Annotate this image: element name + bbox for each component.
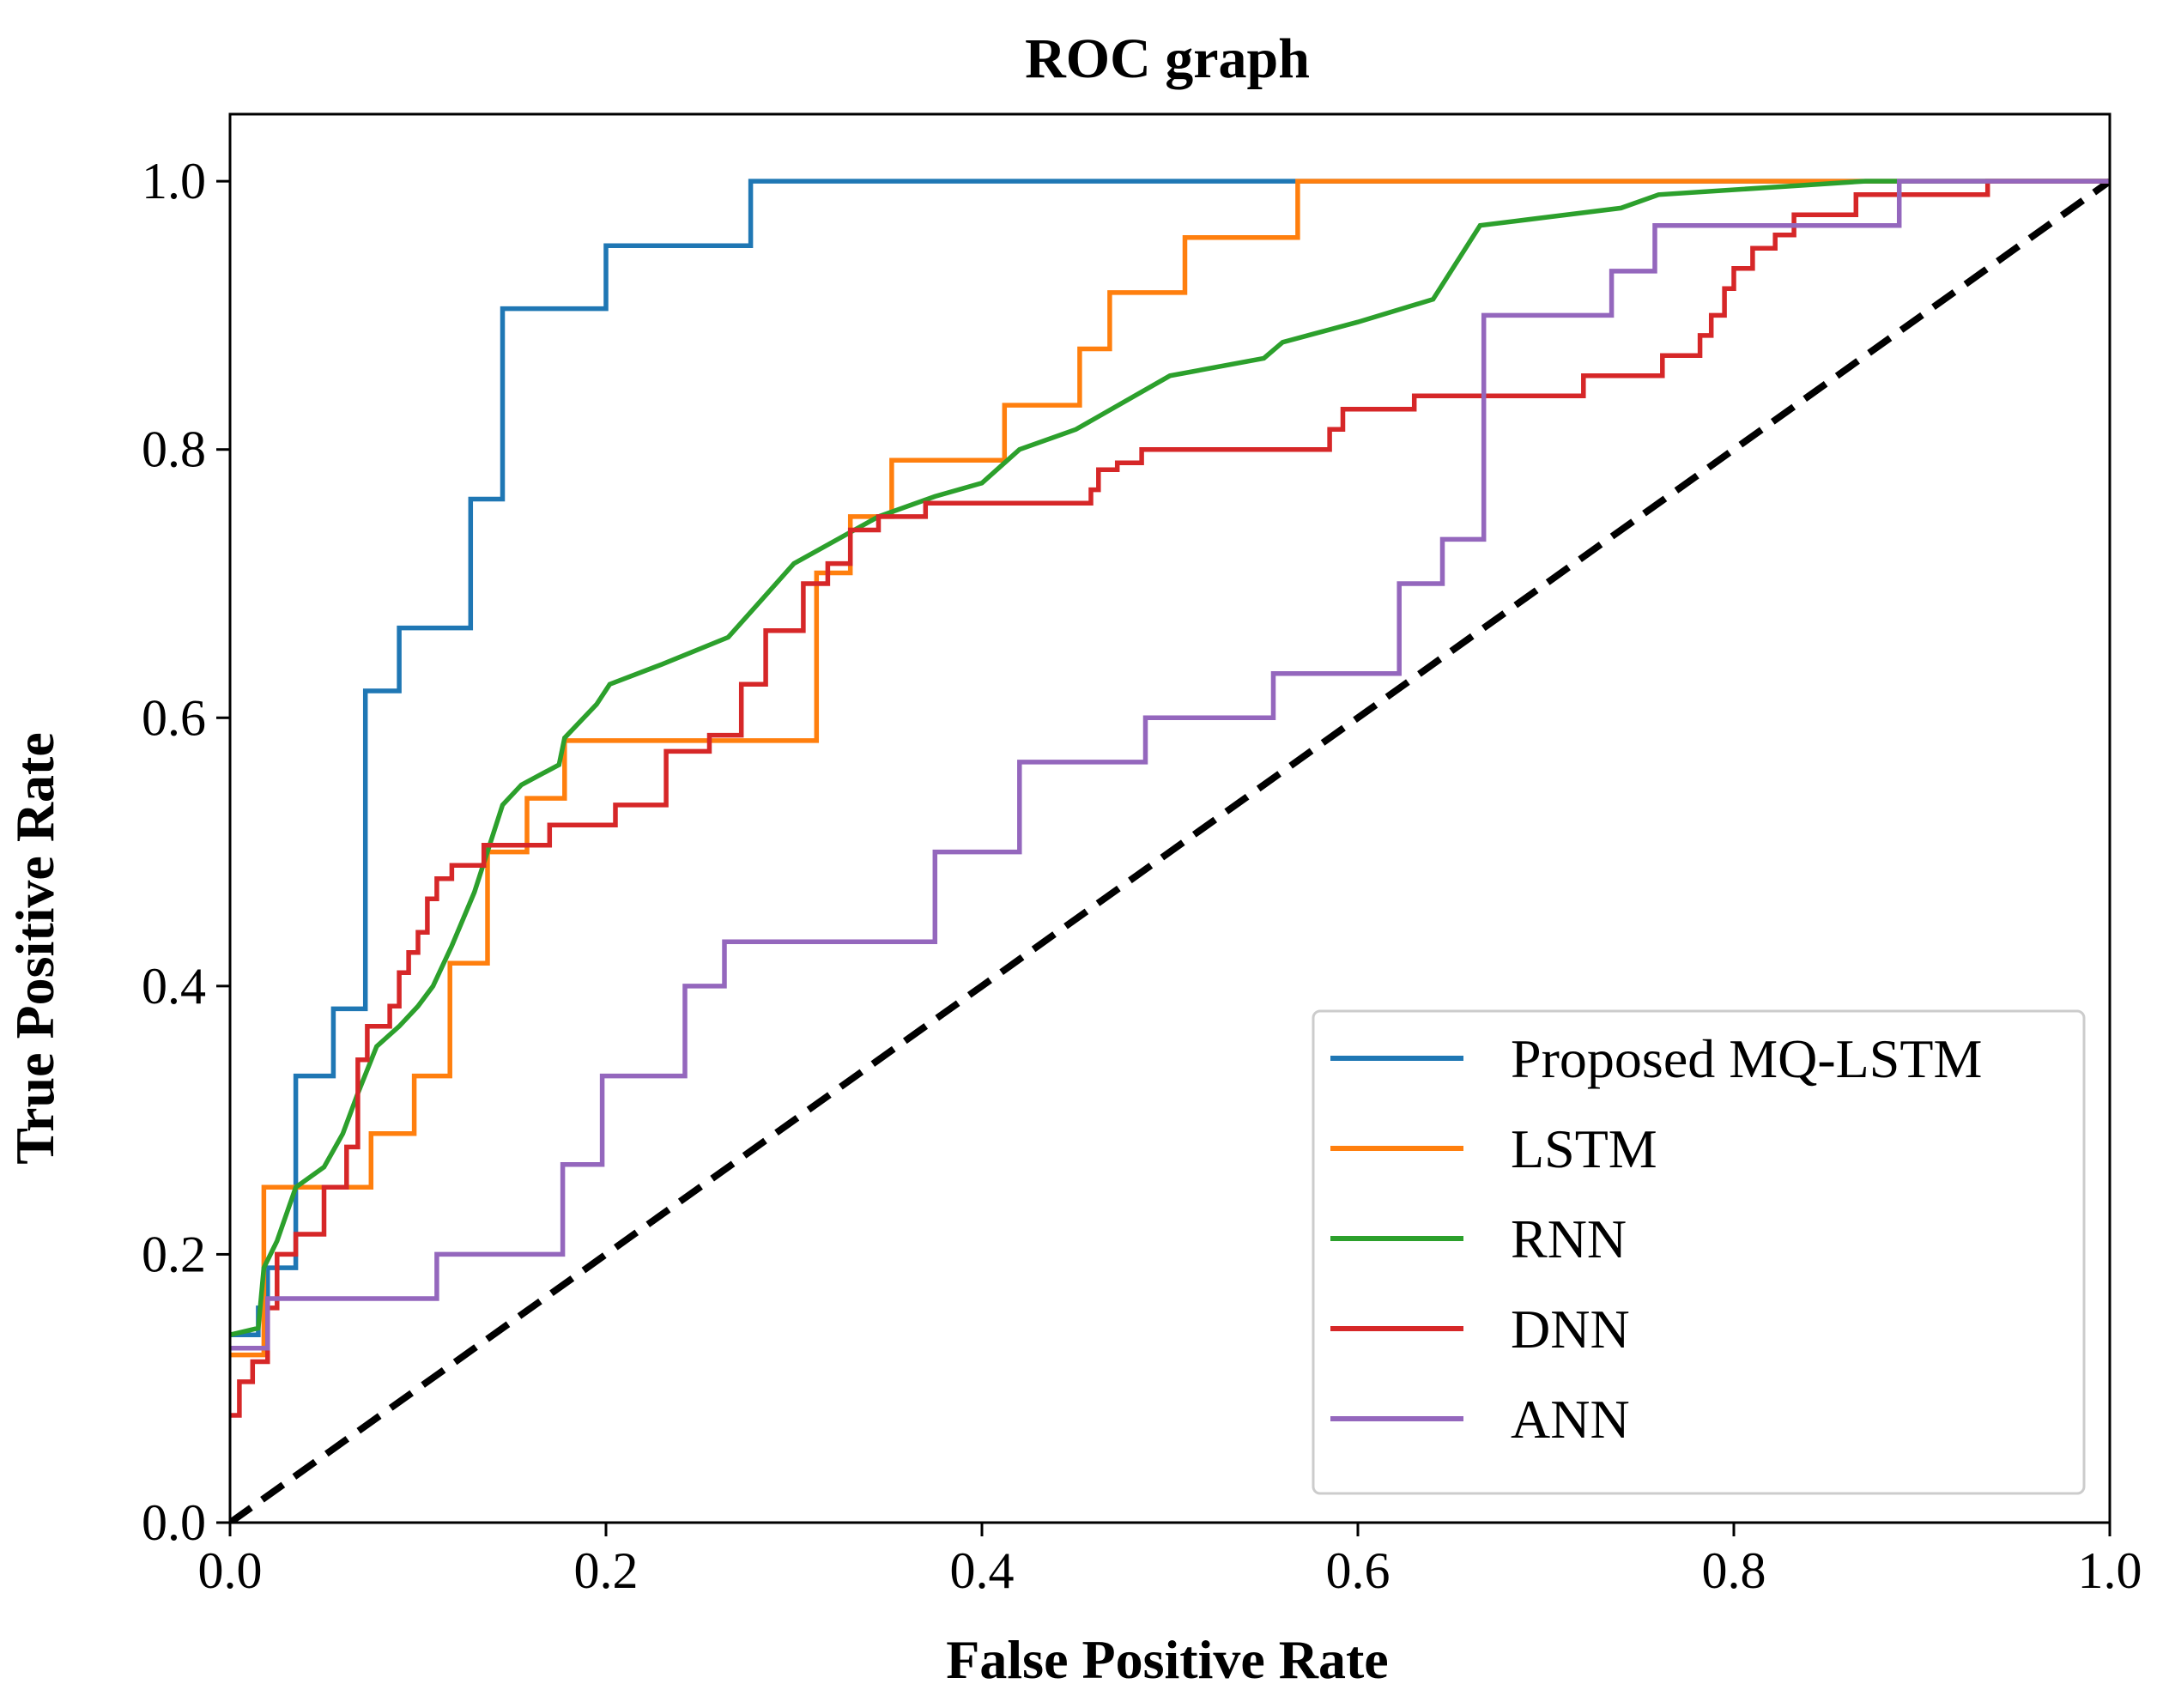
- series-line-ann: [230, 179, 2110, 1351]
- x-tick-label: 0.6: [1326, 1542, 1390, 1599]
- y-tick-label: 1.0: [142, 153, 206, 209]
- y-tick-label: 0.2: [142, 1226, 206, 1282]
- series-line-rnn: [230, 179, 2110, 1337]
- y-tick-label: 0.6: [142, 689, 206, 746]
- x-axis-label: False Positive Rate: [946, 1629, 1388, 1690]
- legend-box: [1312, 1009, 2086, 1495]
- plot-frame: [228, 112, 2111, 1524]
- series-line-lstm: [230, 179, 2110, 1358]
- legend-label: RNN: [1511, 1208, 1627, 1269]
- y-tick-label: 0.8: [142, 421, 206, 478]
- chart-title: ROC graph: [1025, 27, 1310, 90]
- y-axis-label: True Positive Rate: [4, 732, 65, 1165]
- x-tick-label: 0.8: [1702, 1542, 1766, 1599]
- reference-diagonal-line: [230, 178, 2110, 1523]
- series-line-dnn: [230, 179, 2110, 1418]
- legend-label: ANN: [1511, 1389, 1630, 1450]
- y-tick-label: 0.0: [142, 1494, 206, 1551]
- axes: 0.0 0.2 0.4 0.6 0.8 1.0 0.0 0.2 0.4 0.6 0.8 1.0: [142, 112, 2142, 1599]
- legend-label: LSTM: [1511, 1118, 1657, 1179]
- x-tick-label: 1.0: [2078, 1542, 2142, 1599]
- legend-label: DNN: [1511, 1299, 1630, 1360]
- y-tick-label: 0.4: [142, 958, 206, 1015]
- plot-area: [230, 178, 2110, 1523]
- x-tick-label: 0.0: [198, 1542, 263, 1599]
- x-tick-label: 0.4: [950, 1542, 1015, 1599]
- legend: Proposed MQ-LSTM LSTM RNN DNN ANN: [1312, 1009, 2086, 1495]
- x-tick-label: 0.2: [574, 1542, 639, 1599]
- legend-label: Proposed MQ-LSTM: [1511, 1028, 1982, 1089]
- series-line-proposed-mq-lstm: [230, 179, 2110, 1337]
